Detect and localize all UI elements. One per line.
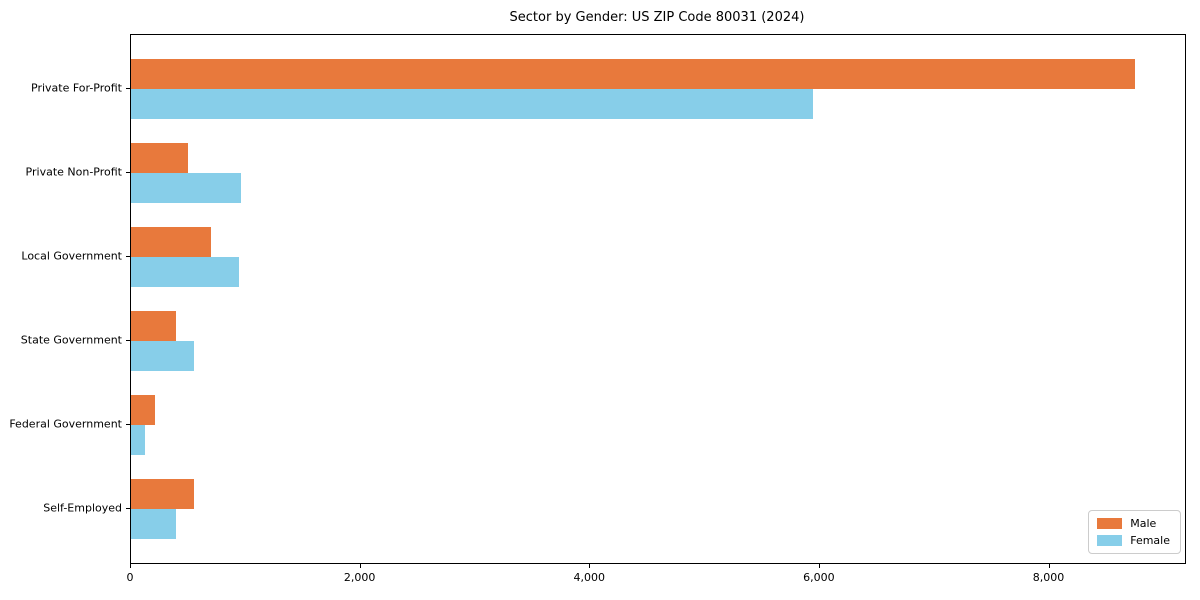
chart-title: Sector by Gender: US ZIP Code 80031 (202… — [509, 10, 805, 25]
category-label-local-government: Local Government — [21, 249, 122, 263]
x-axis-tick — [1048, 564, 1050, 568]
y-axis-tick — [126, 424, 130, 425]
y-axis-tick — [126, 256, 130, 257]
bar-female-private-for-profit — [131, 89, 813, 119]
bar-female-federal-government — [131, 425, 146, 455]
legend-swatch-male-icon — [1097, 518, 1123, 529]
legend: Male Female — [1088, 510, 1181, 554]
x-axis-tick — [589, 564, 591, 568]
x-tick-label-2000: 2,000 — [343, 571, 376, 584]
legend-label-female: Female — [1130, 534, 1170, 547]
bar-female-state-government — [131, 341, 195, 371]
bar-male-local-government — [131, 227, 212, 257]
bar-female-self-employed — [131, 509, 176, 539]
bar-female-local-government — [131, 257, 239, 287]
x-tick-label-6000: 6,000 — [803, 571, 835, 584]
legend-swatch-female-icon — [1097, 535, 1123, 546]
y-axis-tick — [126, 172, 130, 173]
category-label-federal-government: Federal Government — [9, 417, 122, 431]
category-label-private-non-profit: Private Non-Profit — [25, 165, 122, 179]
x-tick-label-4000: 4,000 — [573, 571, 606, 584]
category-label-state-government: State Government — [20, 333, 122, 347]
category-label-private-for-profit: Private For-Profit — [31, 81, 122, 95]
legend-item-male: Male — [1097, 518, 1170, 529]
x-axis-tick — [818, 564, 820, 568]
bar-male-private-for-profit — [131, 59, 1135, 89]
legend-item-female: Female — [1097, 535, 1170, 546]
bar-male-self-employed — [131, 479, 195, 509]
x-tick-label-0: 0 — [126, 571, 134, 584]
x-tick-label-8000: 8,000 — [1032, 571, 1065, 584]
y-axis-tick — [126, 340, 130, 341]
category-label-self-employed: Self-Employed — [43, 501, 122, 515]
x-axis-tick — [130, 564, 131, 568]
bar-female-private-non-profit — [131, 173, 242, 203]
legend-label-male: Male — [1130, 517, 1157, 530]
y-axis-tick — [126, 508, 130, 509]
bar-male-private-non-profit — [131, 143, 189, 173]
bar-male-state-government — [131, 311, 176, 341]
y-axis-tick — [126, 88, 130, 89]
x-axis-tick — [359, 564, 361, 568]
bar-male-federal-government — [131, 395, 156, 425]
plot-area — [130, 34, 1186, 564]
